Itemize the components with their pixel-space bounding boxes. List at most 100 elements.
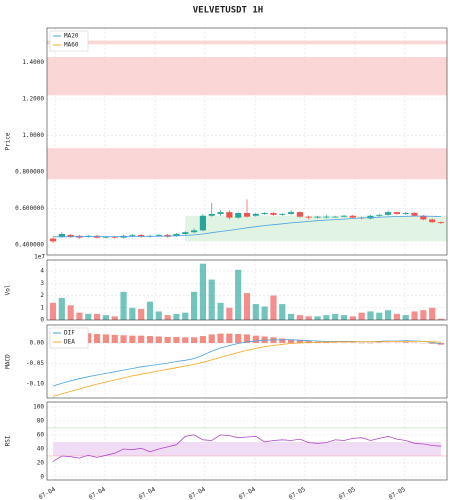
- macd-bar: [288, 339, 295, 344]
- volume-bar: [420, 310, 427, 320]
- candle-body: [155, 234, 162, 236]
- candle-body: [49, 238, 57, 242]
- legend-label: MA60: [64, 42, 79, 49]
- x-tick-label: 07-05: [288, 486, 307, 500]
- rsi-band: [53, 441, 441, 456]
- legend-label: DEA: [64, 339, 75, 346]
- candle-body: [226, 212, 233, 218]
- panel-frame: [46, 27, 448, 256]
- candle-body: [199, 215, 206, 231]
- candle-body: [314, 216, 321, 218]
- candle-body: [279, 213, 286, 215]
- volume-bar: [58, 297, 65, 320]
- volume-bar: [155, 311, 162, 320]
- volume-bar: [191, 291, 198, 320]
- macd-bar: [199, 336, 206, 344]
- candle-body: [138, 234, 145, 237]
- volume-bar: [208, 279, 215, 320]
- candle-body: [296, 212, 303, 217]
- macd-bar: [261, 336, 268, 344]
- y-tick-label: 1.4000: [22, 59, 44, 66]
- y-tick-label: -0.10: [26, 381, 44, 388]
- candle-body: [111, 236, 118, 238]
- volume-bar: [129, 307, 136, 320]
- volume-bar: [288, 313, 295, 320]
- panel-frame: [46, 259, 448, 321]
- volume-bar: [226, 307, 233, 320]
- volume-bar: [376, 312, 383, 320]
- candle-body: [429, 219, 436, 223]
- volume-bar: [138, 308, 145, 320]
- macd-bar: [164, 336, 171, 344]
- y-axis-label: MACD: [5, 354, 12, 369]
- volume-bar: [429, 307, 436, 320]
- volume-bar: [199, 263, 206, 320]
- y-tick-label: 0: [40, 473, 44, 480]
- volume-bar: [314, 316, 321, 320]
- volume-bar: [332, 313, 339, 320]
- candle-body: [252, 213, 259, 216]
- candle-body: [67, 234, 74, 237]
- macd-bar: [85, 333, 92, 344]
- y-axis-label: Vol: [5, 284, 12, 295]
- candle-body: [376, 214, 383, 216]
- volume-bar: [252, 304, 259, 320]
- y-tick-label: 40: [37, 445, 45, 452]
- candle-body: [235, 213, 242, 218]
- x-tick-label: 07-05: [338, 486, 357, 500]
- volume-bar: [85, 313, 92, 320]
- volume-bar: [385, 310, 392, 320]
- volume-bar: [367, 311, 374, 320]
- volume-bar: [217, 302, 224, 320]
- volume-bar: [358, 312, 365, 320]
- volume-bar: [349, 316, 356, 320]
- macd-bar: [94, 334, 101, 344]
- volume-bar: [146, 301, 154, 320]
- macd-bar: [182, 337, 189, 344]
- y-tick-label: 20: [37, 459, 45, 466]
- volume-bar: [261, 306, 268, 320]
- volume-bar: [243, 293, 251, 320]
- candle-body: [323, 216, 330, 218]
- y-tick-label: 1: [40, 304, 44, 311]
- x-tick-label: 07-04: [188, 486, 207, 500]
- volume-bar: [270, 295, 277, 320]
- candle-body: [332, 216, 339, 218]
- candle-body: [102, 236, 109, 238]
- x-tick-label: 07-04: [38, 486, 57, 500]
- x-tick-label: 07-04: [88, 486, 107, 500]
- macd-bar: [111, 334, 118, 344]
- candle-body: [402, 213, 409, 214]
- series-line: [52, 434, 442, 462]
- macd-bar: [429, 343, 436, 344]
- y-tick-label: 1.2000: [22, 95, 44, 102]
- macd-bar: [155, 336, 162, 344]
- macd-bar: [296, 340, 303, 344]
- legend-label: DIF: [64, 330, 75, 337]
- offset-label: 1e7: [34, 254, 45, 261]
- candle-body: [420, 215, 427, 220]
- volume-bar: [120, 291, 127, 320]
- candle-body: [367, 215, 374, 219]
- y-tick-label: 1.0000: [22, 132, 44, 139]
- x-tick-label: 07-04: [238, 486, 257, 500]
- y-tick-label: 4: [40, 268, 44, 275]
- panel-frame: [46, 324, 448, 399]
- candle-body: [261, 213, 268, 214]
- volume-bar: [296, 315, 303, 320]
- macd-bar: [191, 337, 198, 344]
- y-tick-label: 0.600000: [15, 205, 44, 212]
- x-tick-label: 07-05: [388, 486, 407, 500]
- macd-bar: [208, 334, 215, 344]
- zone: [47, 148, 447, 180]
- y-tick-label: -0.05: [26, 360, 44, 367]
- candle-body: [129, 234, 136, 236]
- volume-bar: [76, 312, 83, 320]
- zone: [47, 40, 447, 45]
- volume-bar: [94, 313, 101, 320]
- candle-body: [270, 213, 277, 215]
- volume-bar: [340, 315, 348, 320]
- macd-bar: [129, 335, 136, 344]
- macd-bar: [279, 338, 286, 344]
